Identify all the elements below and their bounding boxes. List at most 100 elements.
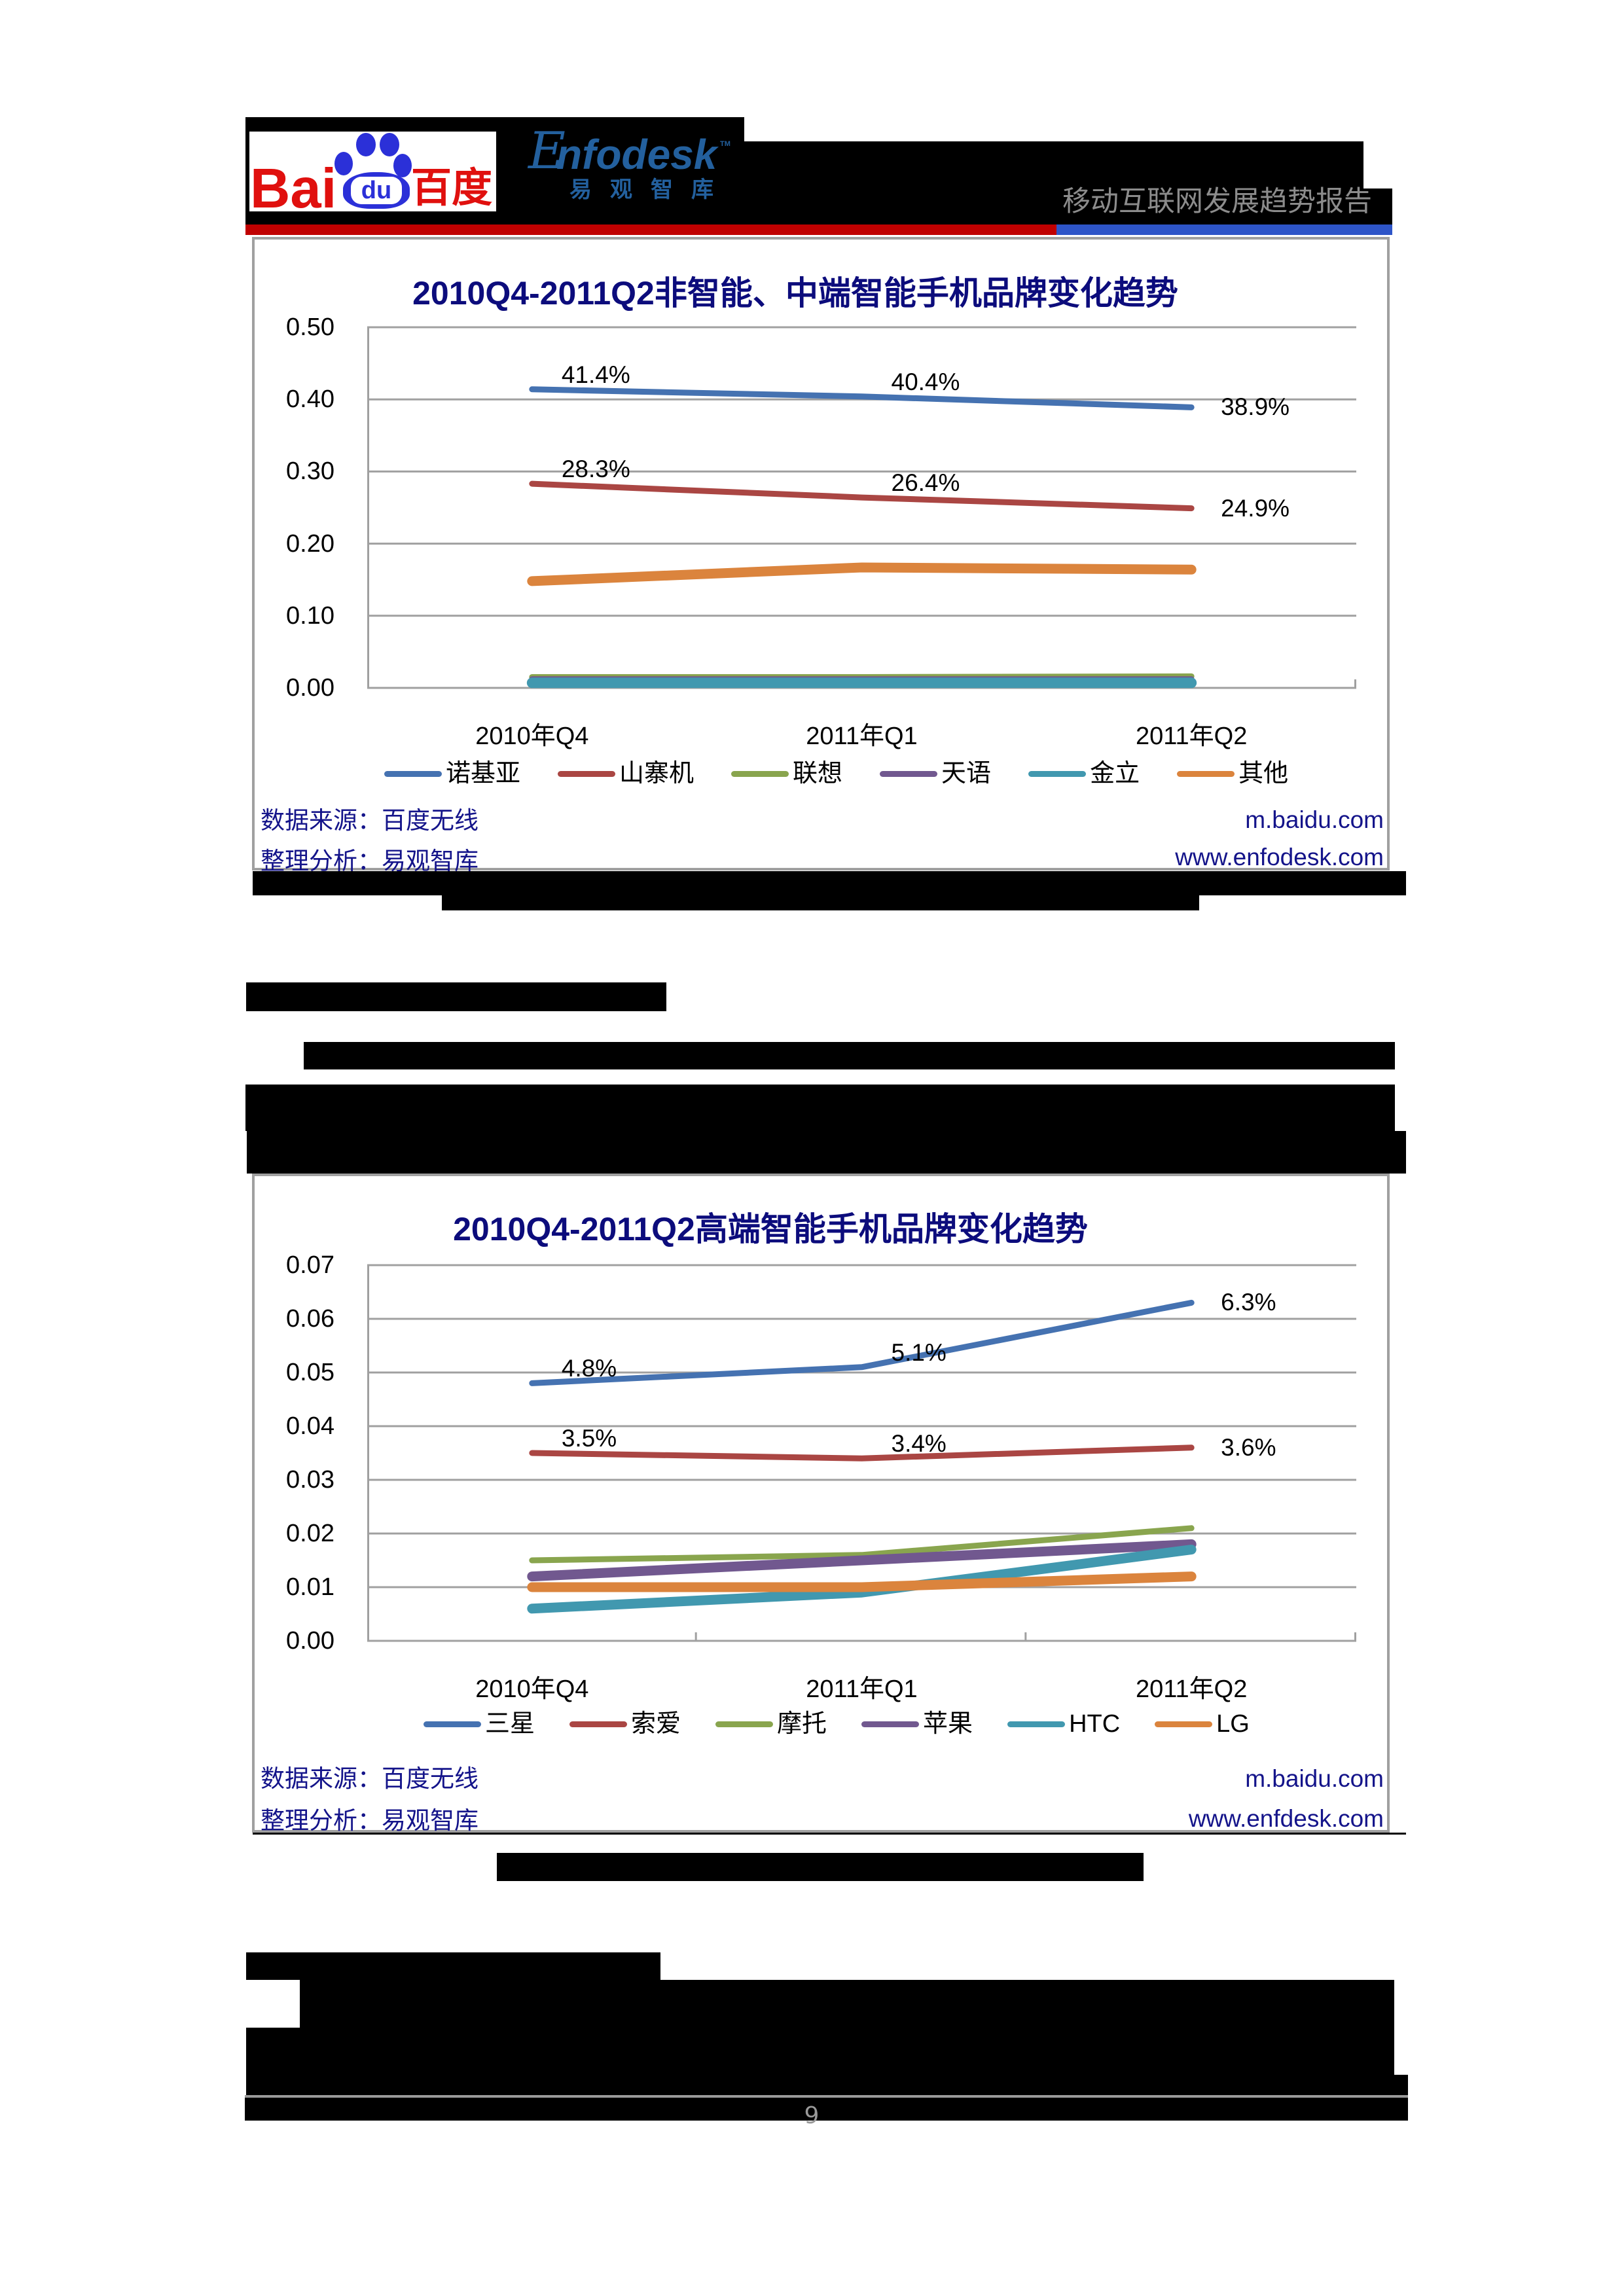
legend-line-icon <box>1028 770 1087 777</box>
data-label: 40.4% <box>891 368 960 395</box>
plot-lines <box>367 1264 1356 1642</box>
series-line <box>529 386 1195 410</box>
legend-item: 其他 <box>1177 759 1288 789</box>
paw-toe-icon <box>356 133 376 156</box>
source-url: m.baidu.com <box>1245 806 1384 833</box>
y-axis-tick-label: 0.07 <box>286 1251 334 1279</box>
legend-label: 诺基亚 <box>446 760 521 787</box>
legend-line-icon <box>1177 770 1235 777</box>
series-line <box>527 1539 1197 1582</box>
redacted-block <box>300 1980 1394 2028</box>
y-axis-tick-label: 0.04 <box>286 1412 334 1440</box>
data-label: 24.9% <box>1221 494 1290 522</box>
footer-divider <box>245 2095 1408 2098</box>
enfodesk-logo-initial: E <box>528 122 566 181</box>
legend-label: 天语 <box>941 760 992 787</box>
redacted-rule <box>253 1833 1406 1835</box>
legend-label: 金立 <box>1090 760 1140 787</box>
redacted-block <box>1363 188 1392 224</box>
redacted-block <box>497 1853 1144 1881</box>
x-axis-category-label: 2011年Q1 <box>806 723 918 750</box>
data-label: 41.4% <box>561 361 630 388</box>
report-title: 移动互联网发展趋势报告 <box>1062 186 1372 217</box>
x-axis-category-label: 2011年Q1 <box>806 1676 918 1703</box>
y-axis-tick-label: 0.50 <box>286 314 334 341</box>
y-axis-tick-label: 0.05 <box>286 1359 334 1386</box>
redacted-block <box>246 2075 1408 2095</box>
data-label: 3.4% <box>891 1430 947 1458</box>
gridlines <box>367 326 1356 689</box>
legend-item: 摩托 <box>715 1709 827 1739</box>
legend-item: 联想 <box>731 759 842 789</box>
y-axis-tick-label: 0.00 <box>286 1627 334 1655</box>
redacted-block <box>304 1042 1395 1069</box>
redacted-block <box>246 982 666 1011</box>
data-label: 4.8% <box>561 1355 617 1382</box>
legend-item: 索爱 <box>569 1709 681 1739</box>
data-label: 6.3% <box>1221 1289 1276 1316</box>
paw-pad-icon: du <box>343 172 410 209</box>
chart-legend: 诺基亚 山寨机 联想 天语 金立 其他 <box>384 759 1288 789</box>
legend-item: HTC <box>1007 1709 1120 1739</box>
legend-line-icon <box>731 770 789 777</box>
series-line <box>527 1545 1197 1614</box>
y-axis-tick-label: 0.03 <box>286 1466 334 1494</box>
legend-line-icon <box>715 1721 774 1727</box>
legend-line-icon <box>384 770 442 777</box>
redacted-block <box>245 1085 1395 1131</box>
series-line <box>527 1571 1197 1592</box>
redacted-block <box>253 871 1406 895</box>
data-label: 28.3% <box>561 456 630 483</box>
redacted-block <box>245 2098 1408 2121</box>
data-label: 3.5% <box>561 1425 617 1452</box>
page-number: 9 <box>804 2102 820 2129</box>
chart-panel-high-end-smart: 2010Q4-2011Q2高端智能手机品牌变化趋势 0.00 0.01 0.02 0.… <box>252 1174 1390 1834</box>
y-axis-tick-label: 0.01 <box>286 1573 334 1601</box>
chart-title: 2010Q4-2011Q2非智能、中端智能手机品牌变化趋势 <box>412 275 1178 312</box>
legend-line-icon <box>1155 1721 1213 1727</box>
plot-area: 0.00 0.10 0.20 0.30 0.40 0.50 2010年Q4 2011年Q1 20… <box>286 314 1356 750</box>
legend-label: 其他 <box>1238 760 1289 787</box>
redacted-block <box>442 895 1199 910</box>
series-line <box>529 1444 1195 1462</box>
series-line <box>527 562 1197 586</box>
y-axis-tick-label: 0.20 <box>286 529 334 558</box>
legend-item: 苹果 <box>861 1709 973 1739</box>
legend-item: LG <box>1155 1709 1250 1739</box>
data-label: 3.6% <box>1221 1433 1276 1461</box>
enfodesk-logo: E nfodesk TM 易观智库 <box>528 124 738 206</box>
redacted-block <box>744 141 1363 224</box>
legend-item: 金立 <box>1028 759 1140 789</box>
series-line <box>529 480 1195 512</box>
legend-label: 联想 <box>793 760 843 787</box>
y-axis-tick-label: 0.02 <box>286 1520 334 1547</box>
redacted-block <box>247 1131 1406 1174</box>
y-axis-tick-label: 0.10 <box>286 601 334 630</box>
y-axis-tick-label: 0.00 <box>286 674 334 702</box>
legend-line-icon <box>880 770 938 777</box>
analyst-url: www.enfodesk.com <box>1175 844 1384 870</box>
y-axis-tick-label: 0.30 <box>286 457 334 486</box>
y-axis-tick-label: 0.06 <box>286 1305 334 1333</box>
legend-line-icon <box>558 770 616 777</box>
analysis-credit-note: 整理分析：易观智库 <box>261 1807 478 1834</box>
baidu-logo-cjk: 百度 <box>411 166 493 211</box>
header-bar-red <box>245 224 1056 235</box>
legend-label: 摩托 <box>777 1710 827 1738</box>
baidu-logo: Bai du 百度 <box>249 132 496 211</box>
baidu-logo-du: du <box>351 177 402 204</box>
legend-line-icon <box>424 1721 481 1727</box>
legend-line-icon <box>861 1721 920 1727</box>
data-source-note: 数据来源：百度无线 <box>261 807 478 834</box>
paw-toe-icon <box>380 133 399 156</box>
data-source-note: 数据来源：百度无线 <box>261 1765 478 1792</box>
data-label: 5.1% <box>891 1338 947 1366</box>
chart-title: 2010Q4-2011Q2高端智能手机品牌变化趋势 <box>453 1211 1088 1247</box>
legend-label: LG <box>1216 1710 1250 1738</box>
redacted-block <box>246 1952 660 1980</box>
legend-label: 索爱 <box>631 1710 681 1738</box>
data-label: 38.9% <box>1221 393 1290 421</box>
legend-label: 苹果 <box>923 1710 973 1738</box>
enfodesk-logo-cjk: 易观智库 <box>569 177 732 202</box>
data-label: 26.4% <box>891 469 960 497</box>
